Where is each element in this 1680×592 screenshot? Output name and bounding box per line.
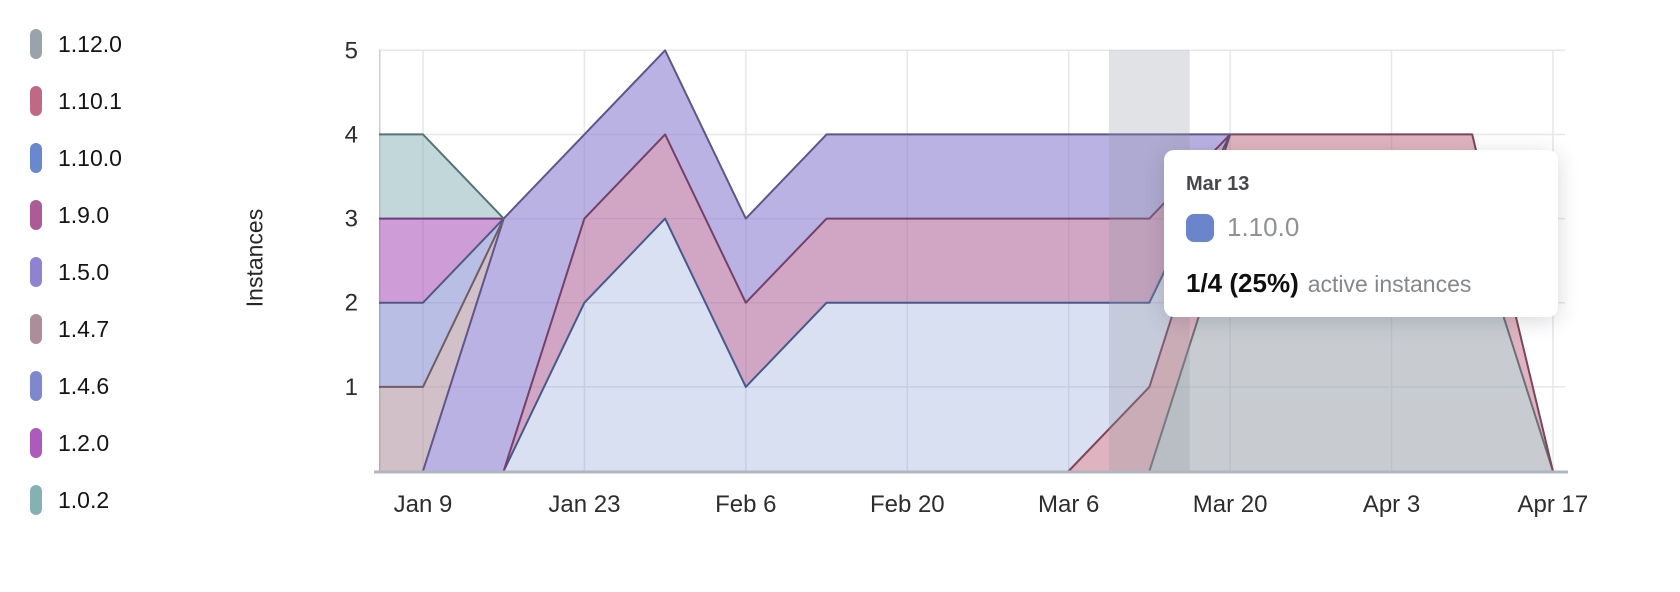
y-axis-title: Instances bbox=[241, 208, 268, 308]
tooltip-date: Mar 13 bbox=[1186, 173, 1250, 195]
legend-label: 1.4.7 bbox=[58, 316, 110, 342]
x-tick-label: Apr 3 bbox=[1363, 491, 1420, 518]
legend-label: 1.2.0 bbox=[58, 430, 110, 456]
legend-color-pill bbox=[30, 29, 42, 59]
legend-item[interactable]: 1.0.2 bbox=[30, 485, 122, 515]
x-tick-label: Mar 6 bbox=[1038, 491, 1099, 518]
legend-label: 1.5.0 bbox=[58, 259, 110, 285]
legend-label: 1.12.0 bbox=[58, 31, 122, 57]
x-tick-label: Jan 23 bbox=[548, 491, 620, 518]
legend-color-pill bbox=[30, 143, 42, 173]
legend-label: 1.10.0 bbox=[58, 145, 122, 171]
legend-color-pill bbox=[30, 314, 42, 344]
y-tick-label: 1 bbox=[345, 374, 358, 401]
legend-color-pill bbox=[30, 485, 42, 515]
legend-item[interactable]: 1.4.6 bbox=[30, 371, 122, 401]
tooltip-value-row: 1/4 (25%) active instances bbox=[1186, 268, 1471, 299]
version-legend: 1.12.0 1.10.1 1.10.0 1.9.0 1.5.0 1.4.7 1… bbox=[30, 29, 122, 542]
x-tick-label: Feb 6 bbox=[715, 491, 776, 518]
legend-label: 1.4.6 bbox=[58, 373, 110, 399]
tooltip-series-name: 1.10.0 bbox=[1227, 212, 1300, 242]
legend-label: 1.9.0 bbox=[58, 202, 110, 228]
legend-color-pill bbox=[30, 371, 42, 401]
x-tick-label: Feb 20 bbox=[870, 491, 945, 518]
legend-item[interactable]: 1.2.0 bbox=[30, 428, 122, 458]
legend-label: 1.10.1 bbox=[58, 88, 122, 114]
legend-color-pill bbox=[30, 428, 42, 458]
legend-item[interactable]: 1.12.0 bbox=[30, 29, 122, 59]
y-tick-label: 4 bbox=[345, 121, 358, 148]
y-tick-label: 3 bbox=[345, 206, 358, 233]
legend-label: 1.0.2 bbox=[58, 487, 110, 513]
y-tick-label: 2 bbox=[345, 290, 358, 317]
y-tick-label: 5 bbox=[345, 37, 358, 64]
legend-color-pill bbox=[30, 86, 42, 116]
x-tick-label: Jan 9 bbox=[394, 491, 453, 518]
legend-item[interactable]: 1.9.0 bbox=[30, 200, 122, 230]
legend-item[interactable]: 1.4.7 bbox=[30, 314, 122, 344]
tooltip-series-row: 1.10.0 bbox=[1186, 212, 1299, 243]
series-color-marker-icon bbox=[1186, 213, 1214, 242]
x-tick-label: Apr 17 bbox=[1518, 491, 1589, 518]
legend-item[interactable]: 1.10.1 bbox=[30, 86, 122, 116]
tooltip-value: 1/4 (25%) bbox=[1186, 268, 1299, 298]
legend-color-pill bbox=[30, 257, 42, 287]
legend-item[interactable]: 1.5.0 bbox=[30, 257, 122, 287]
legend-color-pill bbox=[30, 200, 42, 230]
chart-tooltip: Mar 13 1.10.0 1/4 (25%) active instances bbox=[1164, 150, 1558, 317]
tooltip-value-suffix: active instances bbox=[1307, 271, 1472, 297]
legend-item[interactable]: 1.10.0 bbox=[30, 143, 122, 173]
x-tick-label: Mar 20 bbox=[1193, 491, 1268, 518]
